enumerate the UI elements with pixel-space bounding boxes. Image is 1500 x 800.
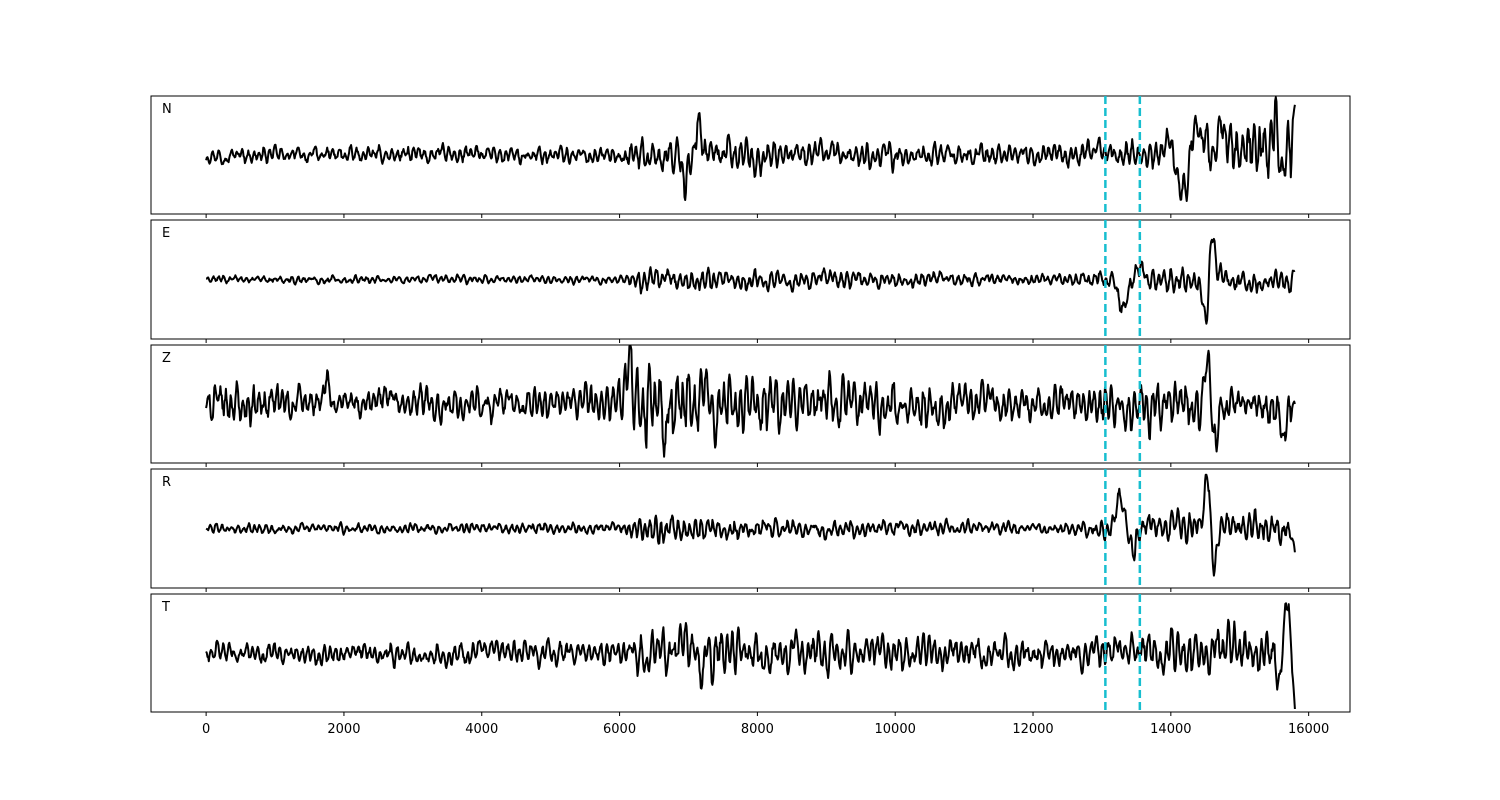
panel-label: T bbox=[161, 600, 170, 615]
panel-label: N bbox=[162, 102, 172, 117]
panel-label: R bbox=[162, 475, 171, 490]
panel-z: Z bbox=[150, 344, 1351, 467]
trace-e bbox=[205, 237, 1296, 325]
panel-frame bbox=[150, 593, 1351, 713]
panel-r: R bbox=[150, 468, 1351, 592]
panel-t: T bbox=[150, 593, 1351, 716]
panels-group: N E Z R T bbox=[150, 95, 1351, 716]
x-tick-label: 14000 bbox=[1150, 722, 1191, 737]
x-tick-label: 6000 bbox=[603, 722, 636, 737]
x-tick-label: 4000 bbox=[465, 722, 498, 737]
x-tick-label: 12000 bbox=[1012, 722, 1053, 737]
x-tick-label: 16000 bbox=[1288, 722, 1329, 737]
panel-frame bbox=[150, 95, 1351, 215]
panel-n: N bbox=[150, 95, 1351, 218]
x-tick-label: 8000 bbox=[741, 722, 774, 737]
trace-t bbox=[205, 602, 1296, 710]
trace-r bbox=[205, 473, 1296, 577]
panel-label: E bbox=[162, 226, 170, 241]
x-tick-label: 0 bbox=[202, 722, 210, 737]
x-tick-label: 10000 bbox=[875, 722, 916, 737]
panel-frame bbox=[150, 219, 1351, 340]
panel-frame bbox=[150, 468, 1351, 589]
panel-e: E bbox=[150, 219, 1351, 343]
panel-label: Z bbox=[162, 351, 171, 366]
trace-z bbox=[205, 345, 1296, 458]
panel-frame bbox=[150, 344, 1351, 464]
x-tick-label: 2000 bbox=[327, 722, 360, 737]
x-axis: 0 2000 4000 6000 8000 10000 12000 14000 16000 bbox=[202, 722, 1329, 737]
trace-n bbox=[205, 96, 1296, 202]
